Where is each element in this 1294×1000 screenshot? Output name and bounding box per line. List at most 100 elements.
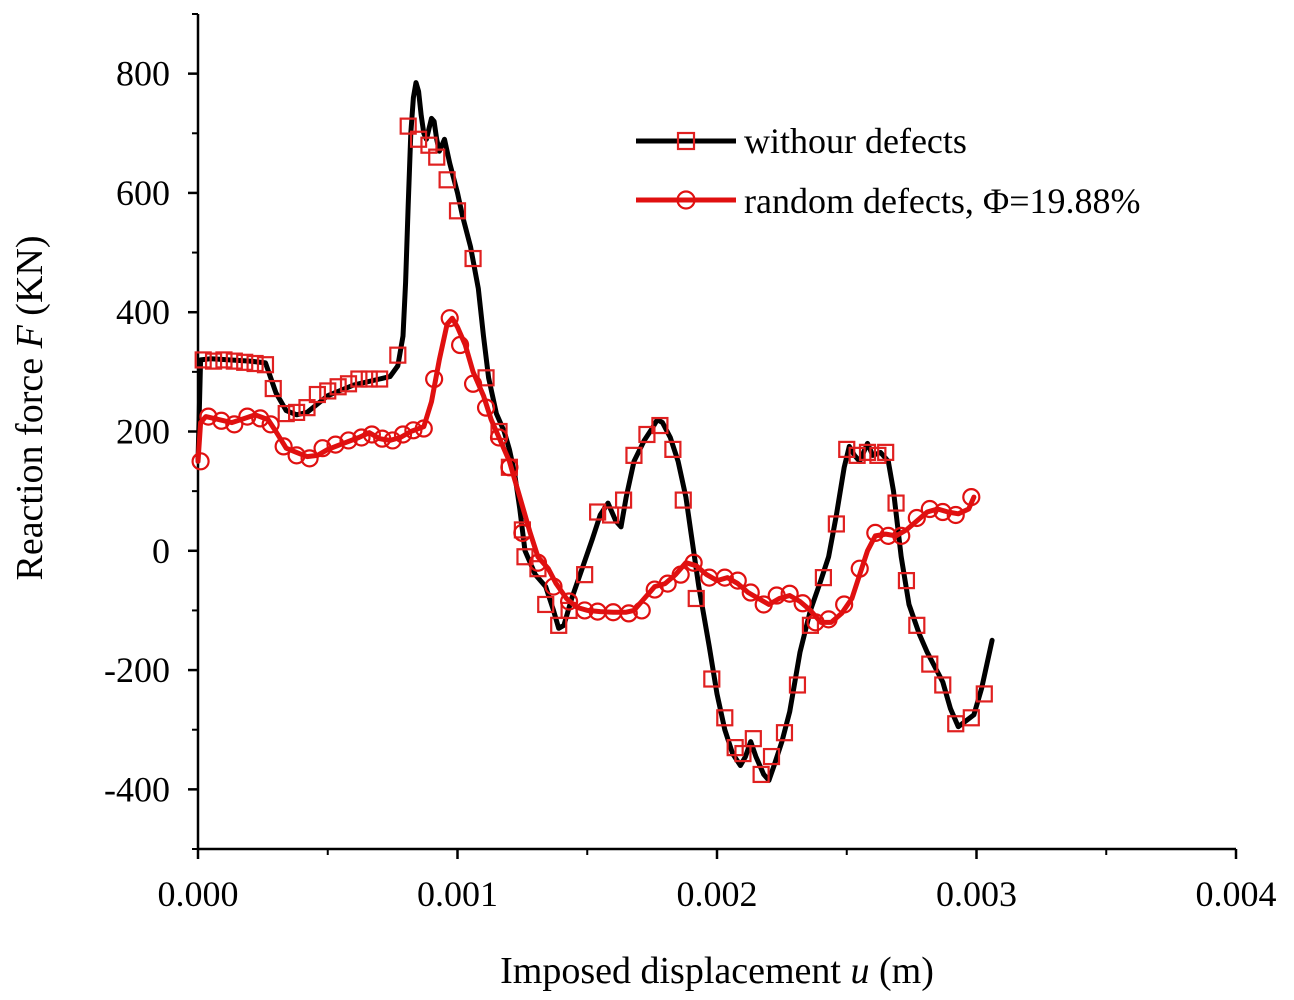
data-point-circle — [463, 374, 483, 393]
data-point-circle — [238, 407, 257, 426]
data-point-circle — [835, 595, 854, 614]
legend-item-without-defects: withour defects — [636, 121, 967, 161]
x-axis-title-prefix: Imposed displacement — [500, 950, 850, 992]
data-point-circle — [450, 335, 470, 355]
data-point-circle — [754, 595, 773, 614]
data-point-circle — [500, 458, 519, 477]
data-point-circle — [489, 428, 509, 447]
x-axis-title: Imposed displacement u (m) — [500, 950, 934, 992]
data-point-circle — [879, 526, 898, 545]
data-point-circle — [287, 446, 306, 465]
data-point-square — [827, 515, 845, 533]
legend-label-random-defects: random defects, Φ=19.88% — [744, 181, 1141, 221]
legend-item-random-defects: random defects, Φ=19.88% — [636, 181, 1141, 221]
x-tick-label: 0.003 — [936, 874, 1017, 914]
data-point-square — [934, 676, 952, 694]
data-point-circle — [728, 571, 747, 590]
data-point-square — [389, 346, 407, 364]
data-point-circle — [780, 584, 799, 603]
data-point-circle — [225, 415, 244, 434]
y-tick-label: 600 — [116, 173, 170, 213]
data-point-circle — [806, 613, 825, 632]
data-point-square — [858, 443, 877, 461]
data-point-circle — [715, 568, 734, 587]
data-point-square — [428, 148, 446, 166]
data-point-circle — [393, 425, 413, 444]
data-point-circle — [261, 415, 280, 434]
x-axis-title-symbol: u — [850, 950, 869, 992]
data-point-square — [438, 171, 456, 189]
data-point-square — [264, 379, 282, 398]
data-point-square — [448, 202, 467, 220]
data-point-circle — [767, 586, 786, 605]
data-point-circle — [619, 604, 638, 623]
data-point-circle — [326, 435, 345, 454]
data-point-circle — [575, 601, 594, 620]
series-1 — [191, 309, 981, 632]
data-point-square — [962, 709, 980, 727]
data-point-square — [602, 506, 620, 524]
data-point-square — [215, 351, 233, 369]
x-tick-label: 0.001 — [417, 874, 498, 914]
data-point-square — [921, 655, 939, 673]
data-point-circle — [544, 577, 563, 596]
data-point-square — [638, 425, 656, 444]
legend-label-without-defects: withour defects — [744, 121, 967, 161]
y-tick-label: 200 — [116, 412, 170, 452]
data-point-square — [204, 352, 223, 370]
chart-axes: 0.000 0.001 0.002 0.003 0.004 -400 -200 0 200 400… — [104, 13, 1277, 914]
data-point-circle — [300, 449, 319, 468]
data-point-circle — [528, 553, 548, 572]
data-point-square — [360, 370, 378, 388]
data-point-square — [788, 676, 807, 694]
data-point-circle — [199, 407, 218, 426]
data-point-square — [464, 249, 482, 268]
y-axis-title-prefix: Reaction force — [9, 348, 51, 580]
y-tick-label: -200 — [104, 650, 170, 690]
data-point-circle — [362, 425, 381, 444]
data-point-square — [744, 730, 762, 748]
chart-series-layer — [191, 80, 995, 784]
data-point-square — [908, 616, 926, 634]
data-point-square — [194, 351, 212, 369]
data-point-square — [734, 744, 752, 763]
data-point-square — [409, 130, 428, 148]
data-point-circle — [892, 526, 911, 545]
y-axis-title-symbol: F — [9, 324, 51, 349]
data-point-circle — [313, 439, 332, 458]
y-axis-title: Reaction force F (KN) — [9, 235, 51, 580]
y-tick-label: -400 — [104, 769, 170, 809]
y-axis-title-suffix: (KN) — [9, 235, 51, 325]
data-point-square — [687, 589, 705, 608]
data-point-circle — [946, 505, 965, 525]
data-point-circle — [920, 499, 939, 519]
data-point-circle — [414, 419, 433, 438]
data-point-square — [651, 416, 669, 435]
data-point-square — [329, 378, 347, 396]
data-point-circle — [251, 409, 270, 428]
data-point-circle — [962, 488, 981, 507]
data-point-square — [277, 405, 295, 423]
data-point-square — [775, 724, 794, 742]
data-point-square — [674, 491, 692, 509]
data-point-square — [256, 356, 275, 374]
data-point-square — [762, 747, 781, 766]
series-0 — [194, 80, 995, 784]
data-point-circle — [404, 421, 423, 440]
data-point-square — [550, 616, 568, 634]
data-point-circle — [476, 398, 496, 417]
data-point-square — [801, 616, 820, 634]
data-point-circle — [850, 559, 869, 578]
y-tick-label: 0 — [152, 531, 170, 571]
data-point-square — [838, 440, 856, 458]
data-point-square — [350, 370, 368, 388]
data-point-circle — [684, 553, 703, 572]
data-point-square — [877, 443, 895, 461]
data-point-circle — [274, 437, 293, 456]
x-axis-title-suffix: (m) — [869, 950, 933, 992]
data-point-square — [752, 765, 770, 784]
data-point-square — [288, 403, 306, 422]
data-point-square — [339, 375, 358, 393]
data-point-circle — [671, 565, 690, 584]
data-point-circle — [513, 523, 532, 542]
